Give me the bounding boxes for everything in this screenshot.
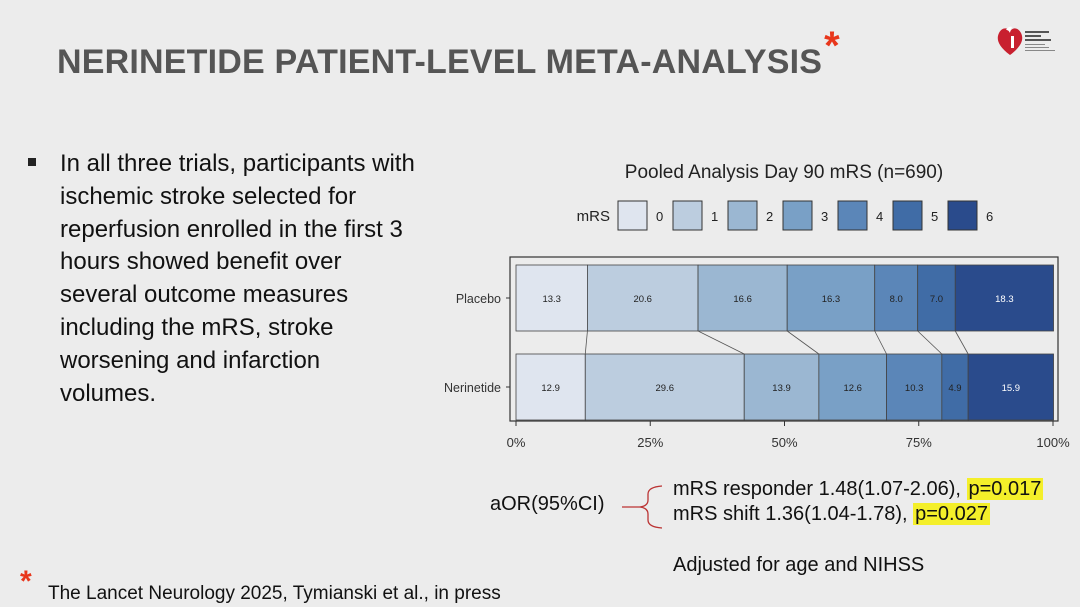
legend-label-3: 3 — [821, 209, 828, 224]
slide-title: NERINETIDE PATIENT-LEVEL META-ANALYSIS* — [57, 24, 840, 83]
bar-placebo-mrs-6 — [954, 264, 1054, 332]
bar-placebo-mrs-5 — [917, 264, 956, 332]
legend-swatch-6 — [947, 200, 978, 231]
data-label-placebo-mrs-3: 16.3 — [822, 294, 841, 305]
x-tick-label: 100% — [1036, 435, 1070, 450]
data-label-nerinetide-mrs-3: 12.6 — [843, 383, 862, 394]
bar-nerinetide-mrs-5 — [941, 353, 969, 421]
result1-pvalue: p=0.017 — [966, 478, 1044, 500]
legend-swatch-5 — [892, 200, 923, 231]
footnote: The Lancet Neurology 2025, Tymianski et … — [48, 583, 501, 604]
result2-pvalue: p=0.027 — [913, 503, 990, 525]
connector-line — [786, 330, 820, 355]
connector-line — [874, 330, 887, 355]
data-label-placebo-mrs-1: 20.6 — [633, 294, 652, 305]
legend-label-6: 6 — [986, 209, 993, 224]
legend-title: mRS — [577, 208, 610, 225]
data-label-nerinetide-mrs-2: 13.9 — [772, 383, 791, 394]
bar-nerinetide-mrs-3 — [818, 353, 887, 421]
bar-nerinetide-mrs-4 — [886, 353, 943, 421]
adjusted-note: Adjusted for age and NIHSS — [673, 554, 925, 576]
legend-swatch-4 — [837, 200, 868, 231]
american-stroke-association-logo — [997, 26, 1055, 55]
curly-brace-icon — [622, 485, 663, 529]
bar-placebo-mrs-1 — [587, 264, 699, 332]
result2-text: mRS shift 1.36(1.04-1.78), — [673, 503, 914, 525]
data-label-nerinetide-mrs-6: 15.9 — [1002, 383, 1021, 394]
data-label-nerinetide-mrs-4: 10.3 — [905, 383, 924, 394]
chart-title: Pooled Analysis Day 90 mRS (n=690) — [625, 162, 943, 183]
bullet-text: In all three trials, participants with i… — [60, 150, 415, 407]
footnote-asterisk: * — [20, 565, 32, 598]
data-label-nerinetide-mrs-0: 12.9 — [541, 383, 560, 394]
legend: 0 1 2 3 4 5 6 — [617, 200, 993, 231]
aor-label: aOR(95%CI) — [490, 493, 605, 515]
bar-placebo-mrs-0 — [515, 264, 588, 332]
bar-placebo-mrs-4 — [874, 264, 919, 332]
data-label-placebo-mrs-6: 18.3 — [995, 294, 1014, 305]
data-label-placebo-mrs-0: 13.3 — [542, 294, 561, 305]
result-mrs-shift: mRS shift 1.36(1.04-1.78), p=0.027 — [673, 503, 990, 526]
result-mrs-responder: mRS responder 1.48(1.07-2.06), p=0.017 — [673, 478, 1044, 501]
x-axis: 0% 25% 50% 75% 100% — [507, 421, 1070, 450]
category-label-placebo: Placebo — [456, 292, 501, 306]
bar-nerinetide-mrs-6 — [967, 353, 1054, 421]
title-text: NERINETIDE PATIENT-LEVEL META-ANALYSIS — [57, 43, 823, 81]
data-label-placebo-mrs-5: 7.0 — [930, 294, 943, 305]
legend-label-5: 5 — [931, 209, 938, 224]
bar-nerinetide-mrs-1 — [584, 353, 745, 421]
legend-swatch-0 — [617, 200, 648, 231]
data-label-placebo-mrs-2: 16.6 — [733, 294, 752, 305]
category-label-nerinetide: Nerinetide — [444, 381, 501, 395]
x-tick-label: 50% — [771, 435, 797, 450]
legend-label-0: 0 — [656, 209, 663, 224]
result1-text: mRS responder 1.48(1.07-2.06), — [673, 478, 967, 500]
bars-group: 13.3 20.6 16.6 16.3 8.0 7.0 18.3 Placebo 12.9 29.… — [444, 264, 1054, 421]
bar-nerinetide-mrs-0 — [515, 353, 586, 421]
connector-line — [917, 330, 943, 355]
data-label-nerinetide-mrs-5: 4.9 — [948, 383, 961, 394]
legend-swatch-3 — [782, 200, 813, 231]
legend-swatch-1 — [672, 200, 703, 231]
connector-line — [697, 330, 745, 355]
data-label-nerinetide-mrs-1: 29.6 — [655, 383, 674, 394]
x-tick-label: 75% — [906, 435, 932, 450]
connector-line — [954, 330, 969, 355]
x-tick-label: 0% — [507, 435, 526, 450]
legend-swatch-2 — [727, 200, 758, 231]
x-tick-label: 25% — [637, 435, 663, 450]
bar-placebo-mrs-3 — [786, 264, 876, 332]
legend-label-1: 1 — [711, 209, 718, 224]
bullet-marker — [28, 158, 36, 166]
legend-label-2: 2 — [766, 209, 773, 224]
connector-line — [584, 330, 588, 355]
title-asterisk: * — [824, 24, 840, 68]
data-label-placebo-mrs-4: 8.0 — [890, 294, 903, 305]
legend-label-4: 4 — [876, 209, 883, 224]
stacked-bar-chart: Pooled Analysis Day 90 mRS (n=690) mRS 0… — [444, 162, 1070, 450]
bar-nerinetide-mrs-2 — [743, 353, 820, 421]
